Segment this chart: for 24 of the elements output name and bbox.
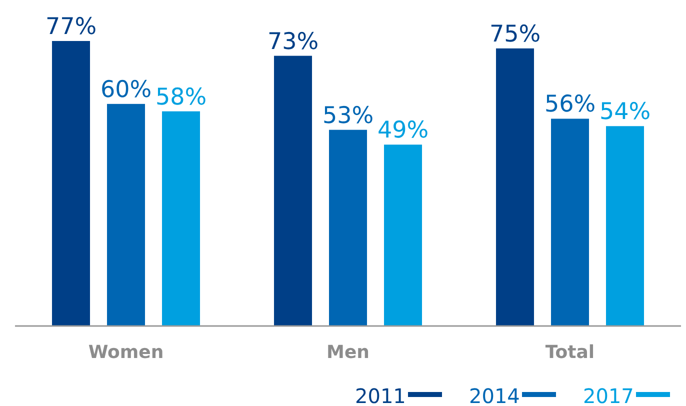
x-tick-label: Total xyxy=(545,342,595,363)
bar xyxy=(384,144,422,326)
data-label: 60% xyxy=(100,76,152,103)
bar xyxy=(551,118,589,326)
bar xyxy=(162,111,200,326)
x-tick-label: Men xyxy=(326,342,370,363)
bar xyxy=(52,41,90,326)
data-label: 49% xyxy=(377,118,429,144)
bar xyxy=(329,130,367,326)
data-label: 58% xyxy=(155,84,207,110)
data-label: 75% xyxy=(489,21,541,48)
data-label: 53% xyxy=(322,102,374,129)
bar xyxy=(606,126,644,326)
legend-label: 2011 xyxy=(355,384,406,406)
bar xyxy=(107,104,145,326)
data-label: 54% xyxy=(599,99,651,126)
x-tick-label: Women xyxy=(88,342,164,363)
bar xyxy=(496,48,534,326)
data-label: 73% xyxy=(267,28,319,55)
data-label: 56% xyxy=(544,92,596,118)
legend-label: 2017 xyxy=(583,384,634,406)
data-label: 77% xyxy=(45,14,97,40)
bar xyxy=(274,56,312,326)
legend-label: 2014 xyxy=(469,384,520,406)
